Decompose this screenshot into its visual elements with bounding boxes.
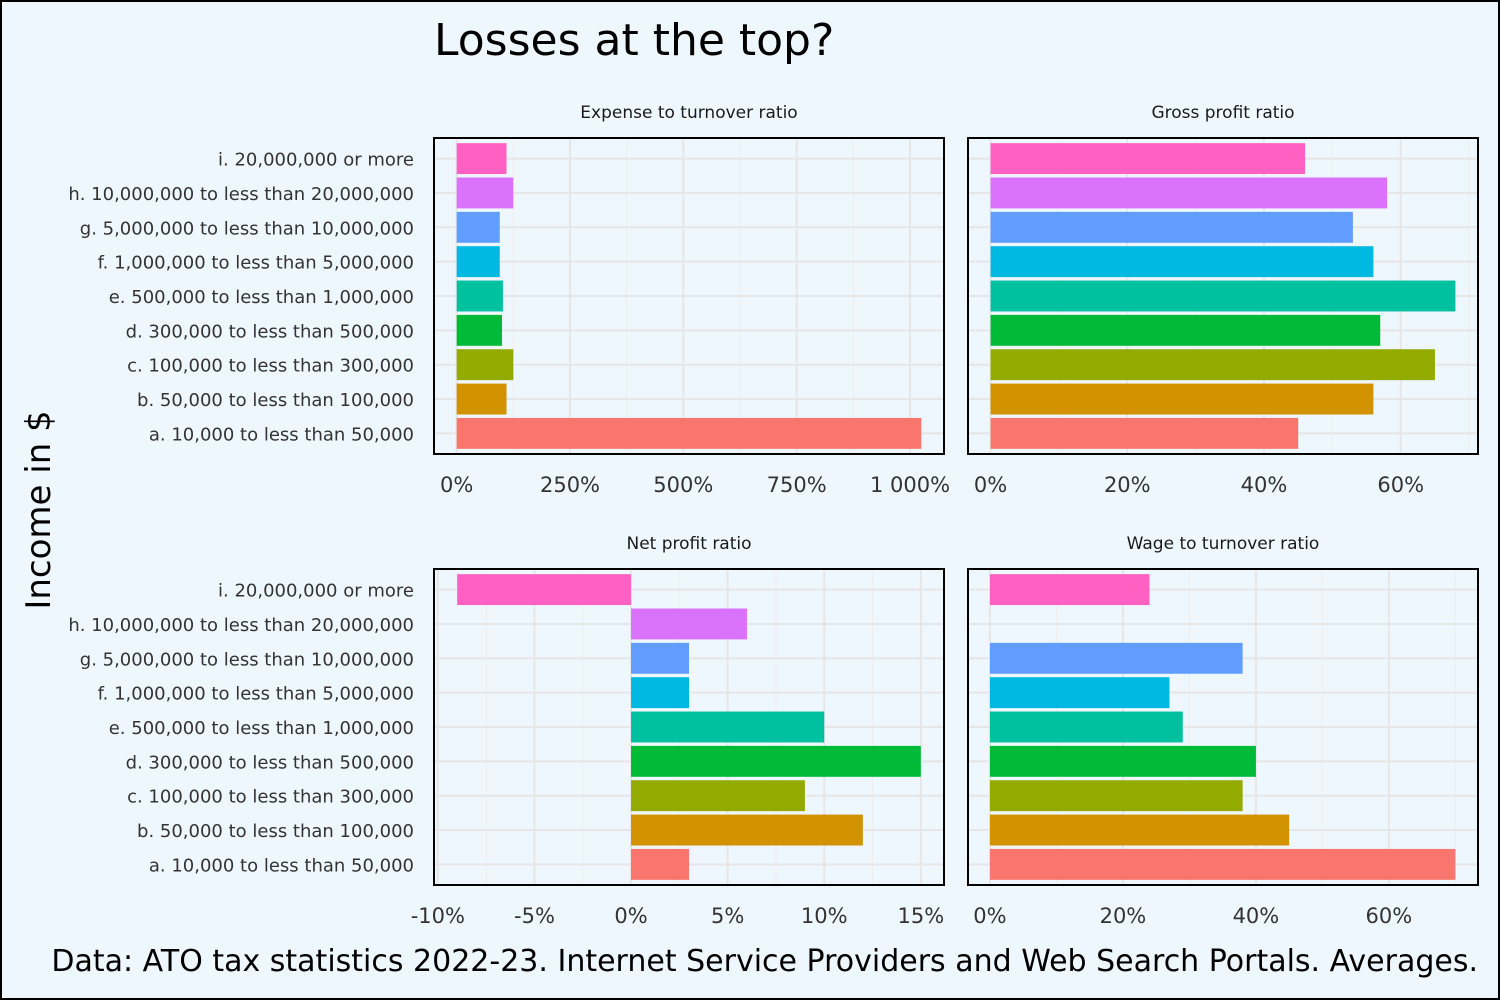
bar-wage-to-turnover-ratio-a xyxy=(989,848,1456,880)
x-tick-label: 0% xyxy=(440,473,473,497)
x-tick-label: 10% xyxy=(801,904,848,928)
x-tick-label: -10% xyxy=(411,904,465,928)
bar-net-profit-ratio-g xyxy=(631,642,689,674)
x-tick-label: 0% xyxy=(614,904,647,928)
category-label: g. 5,000,000 to less than 10,000,000 xyxy=(80,218,414,239)
category-label: i. 20,000,000 or more xyxy=(218,581,414,602)
bar-net-profit-ratio-i xyxy=(457,574,632,606)
category-label: h. 10,000,000 to less than 20,000,000 xyxy=(68,615,414,636)
x-tick-label: 0% xyxy=(973,904,1006,928)
category-label: a. 10,000 to less than 50,000 xyxy=(149,855,414,876)
panel-title: Wage to turnover ratio xyxy=(1127,534,1320,554)
bar-wage-to-turnover-ratio-g xyxy=(989,642,1243,674)
bar-gross-profit-ratio-d xyxy=(990,314,1381,346)
panel-net-profit-ratio: Net profit ratio -10% -5% 0% 5% 10% 15% a. 10,0… xyxy=(68,534,945,928)
x-tick-label: 60% xyxy=(1377,473,1424,497)
category-label: f. 1,000,000 to less than 5,000,000 xyxy=(98,684,414,705)
category-label: c. 100,000 to less than 300,000 xyxy=(127,787,414,808)
x-tick-label: 20% xyxy=(1104,473,1151,497)
category-label: d. 300,000 to less than 500,000 xyxy=(126,752,414,773)
x-tick-label: -5% xyxy=(514,904,555,928)
bar-expense-to-turnover-ratio-f xyxy=(456,246,500,278)
panel-border xyxy=(967,568,1479,886)
bar-wage-to-turnover-ratio-i xyxy=(989,574,1150,606)
bar-net-profit-ratio-h xyxy=(631,608,747,640)
category-label: i. 20,000,000 or more xyxy=(218,150,414,171)
panel-title: Gross profit ratio xyxy=(1151,103,1294,123)
x-tick-label: 750% xyxy=(767,473,827,497)
bar-wage-to-turnover-ratio-d xyxy=(989,745,1256,777)
bar-net-profit-ratio-c xyxy=(631,780,805,812)
panel-title: Expense to turnover ratio xyxy=(580,103,797,123)
bar-gross-profit-ratio-c xyxy=(990,349,1435,381)
bar-net-profit-ratio-d xyxy=(631,745,921,777)
bar-gross-profit-ratio-g xyxy=(990,211,1353,243)
x-tick-label: 5% xyxy=(711,904,744,928)
bar-gross-profit-ratio-b xyxy=(990,383,1374,415)
bar-expense-to-turnover-ratio-i xyxy=(456,143,507,175)
panel-border xyxy=(433,568,945,886)
x-tick-label: 250% xyxy=(540,473,600,497)
panel-title: Net profit ratio xyxy=(626,534,751,554)
x-tick-label: 500% xyxy=(653,473,713,497)
bar-expense-to-turnover-ratio-c xyxy=(456,349,514,381)
bar-gross-profit-ratio-h xyxy=(990,177,1388,209)
category-label: b. 50,000 to less than 100,000 xyxy=(137,821,414,842)
bar-expense-to-turnover-ratio-a xyxy=(456,417,922,449)
x-tick-label: 15% xyxy=(897,904,944,928)
category-label: a. 10,000 to less than 50,000 xyxy=(149,424,414,445)
x-tick-label: 40% xyxy=(1233,904,1280,928)
bar-expense-to-turnover-ratio-g xyxy=(456,211,500,243)
category-label: b. 50,000 to less than 100,000 xyxy=(137,390,414,411)
x-tick-label: 0% xyxy=(974,473,1007,497)
category-label: e. 500,000 to less than 1,000,000 xyxy=(109,718,414,739)
chart-title: Losses at the top? xyxy=(434,15,834,66)
x-tick-label: 1 000% xyxy=(870,473,950,497)
bar-gross-profit-ratio-a xyxy=(990,417,1299,449)
category-label: c. 100,000 to less than 300,000 xyxy=(127,356,414,377)
chart-caption: Data: ATO tax statistics 2022-23. Intern… xyxy=(51,944,1478,979)
bar-net-profit-ratio-b xyxy=(631,814,863,846)
plot-area: Expense to turnover ratio 0% 250% 500% 750% 1… xyxy=(68,103,1479,928)
bar-expense-to-turnover-ratio-d xyxy=(456,314,502,346)
x-tick-label: 20% xyxy=(1100,904,1147,928)
bar-gross-profit-ratio-i xyxy=(990,143,1306,175)
panel-border xyxy=(967,137,1479,455)
x-tick-label: 60% xyxy=(1366,904,1413,928)
bar-wage-to-turnover-ratio-c xyxy=(989,780,1243,812)
category-label: e. 500,000 to less than 1,000,000 xyxy=(109,287,414,308)
bar-net-profit-ratio-a xyxy=(631,848,689,880)
category-label: h. 10,000,000 to less than 20,000,000 xyxy=(68,184,414,205)
bar-gross-profit-ratio-e xyxy=(990,280,1456,312)
bar-expense-to-turnover-ratio-h xyxy=(456,177,514,209)
category-label: g. 5,000,000 to less than 10,000,000 xyxy=(80,649,414,670)
panel-border xyxy=(433,137,945,455)
bar-net-profit-ratio-e xyxy=(631,711,825,743)
category-label: f. 1,000,000 to less than 5,000,000 xyxy=(98,253,414,274)
bar-gross-profit-ratio-f xyxy=(990,246,1374,278)
bar-wage-to-turnover-ratio-f xyxy=(989,677,1170,709)
y-axis-label: Income in $ xyxy=(19,410,59,609)
x-tick-label: 40% xyxy=(1241,473,1288,497)
category-label: d. 300,000 to less than 500,000 xyxy=(126,321,414,342)
panel-wage-to-turnover-ratio: Wage to turnover ratio 0% 20% 40% 60% xyxy=(967,534,1479,928)
bar-wage-to-turnover-ratio-b xyxy=(989,814,1290,846)
panel-gross-profit-ratio: Gross profit ratio 0% 20% 40% 60% xyxy=(967,103,1479,497)
panel-expense-to-turnover-ratio: Expense to turnover ratio 0% 250% 500% 750% 1… xyxy=(68,103,950,497)
bar-wage-to-turnover-ratio-e xyxy=(989,711,1183,743)
bar-expense-to-turnover-ratio-b xyxy=(456,383,507,415)
bar-net-profit-ratio-f xyxy=(631,677,689,709)
bar-expense-to-turnover-ratio-e xyxy=(456,280,503,312)
